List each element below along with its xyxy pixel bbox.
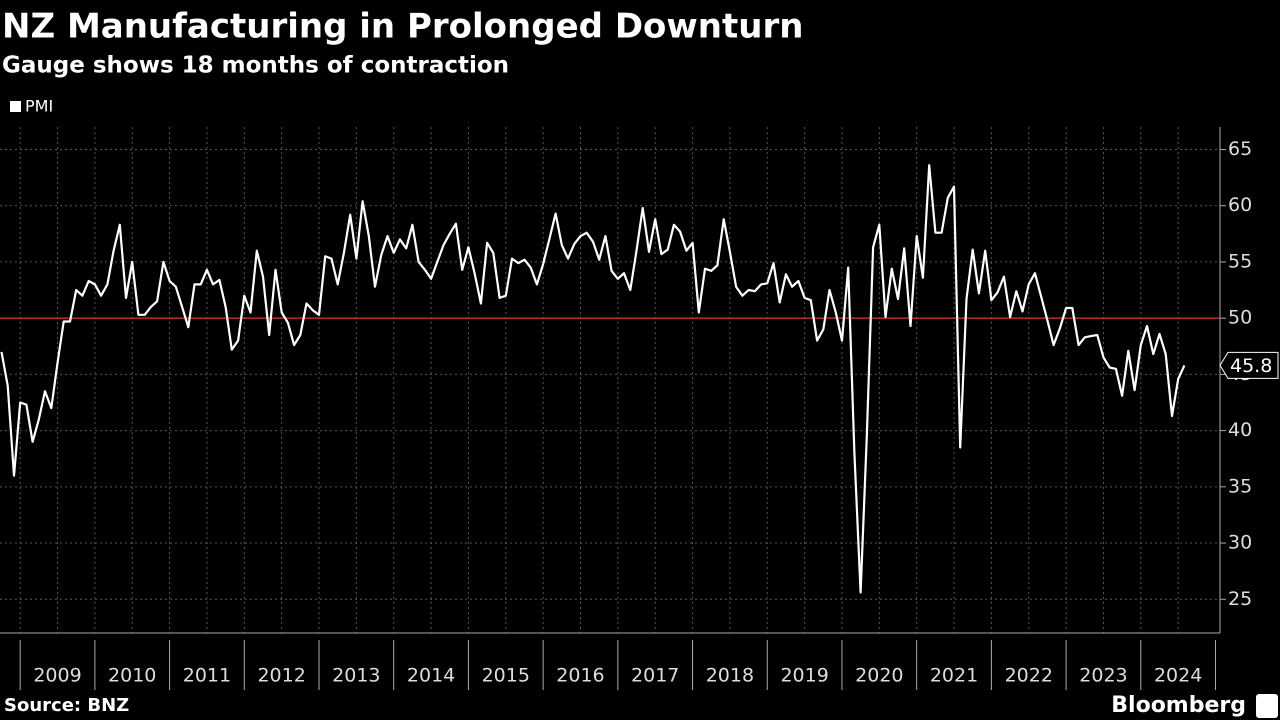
brand: Bloomberg bbox=[1111, 693, 1246, 718]
chart-subtitle: Gauge shows 18 months of contraction bbox=[2, 53, 509, 79]
y-tick-label: 35 bbox=[1228, 475, 1252, 497]
last-value-box bbox=[1219, 351, 1279, 379]
x-tick-label: 2016 bbox=[556, 665, 604, 687]
x-tick-label: 2024 bbox=[1154, 665, 1202, 687]
legend-label: PMI bbox=[25, 97, 53, 116]
x-tick-label: 2011 bbox=[183, 665, 231, 687]
last-value-label: 45.8 bbox=[1230, 355, 1272, 377]
x-tick-label: 2023 bbox=[1079, 665, 1127, 687]
x-tick-label: 2019 bbox=[780, 665, 828, 687]
brand-icon bbox=[1256, 694, 1278, 718]
chart-title: NZ Manufacturing in Prolonged Downturn bbox=[2, 7, 803, 47]
legend-swatch bbox=[10, 101, 21, 112]
x-tick-label: 2020 bbox=[855, 665, 903, 687]
y-tick-label: 25 bbox=[1228, 588, 1252, 610]
x-tick-label: 2021 bbox=[930, 665, 978, 687]
source: Source: BNZ bbox=[4, 695, 129, 716]
y-tick-label: 50 bbox=[1228, 307, 1252, 329]
x-tick-label: 2018 bbox=[706, 665, 754, 687]
y-tick-label: 55 bbox=[1228, 250, 1252, 272]
x-tick-label: 2010 bbox=[108, 665, 156, 687]
x-tick-label: 2015 bbox=[482, 665, 530, 687]
x-tick-label: 2009 bbox=[33, 665, 81, 687]
x-tick-label: 2012 bbox=[257, 665, 305, 687]
y-tick-label: 30 bbox=[1228, 532, 1252, 554]
y-tick-label: 65 bbox=[1228, 138, 1252, 160]
x-tick-label: 2014 bbox=[407, 665, 455, 687]
y-tick-label: 40 bbox=[1228, 419, 1252, 441]
x-tick-label: 2017 bbox=[631, 665, 679, 687]
y-tick-label: 60 bbox=[1228, 194, 1252, 216]
x-tick-label: 2022 bbox=[1005, 665, 1053, 687]
x-tick-label: 2013 bbox=[332, 665, 380, 687]
line bbox=[0, 164, 1186, 594]
